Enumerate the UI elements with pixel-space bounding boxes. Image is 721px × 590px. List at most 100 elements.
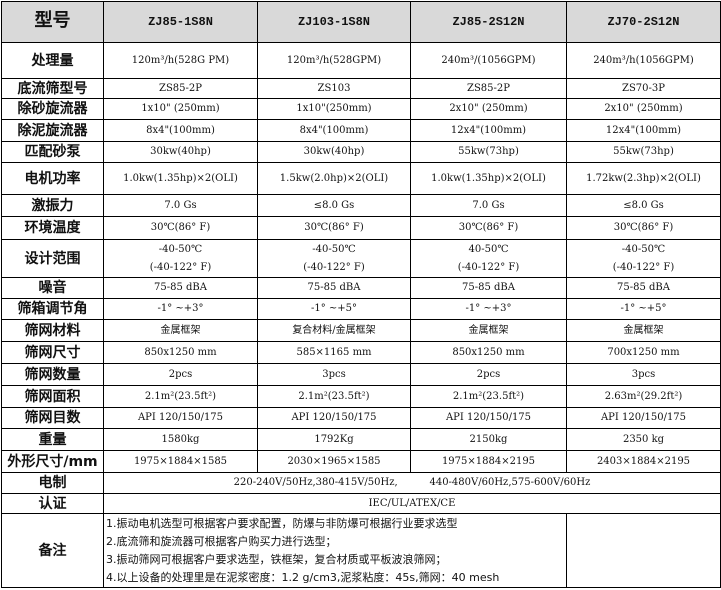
spec-value: ZS70-3P xyxy=(566,78,721,99)
cert-row: 认证 IEC/UL/ATEX/CE xyxy=(1,493,721,514)
spec-row: 除砂旋流器 1x10" (250mm) 1x10"(250mm) 2x10" (250… xyxy=(1,98,721,120)
spec-row: 处理量 120m³/h(528G PM) 120m³/h(528GPM) 240m³/… xyxy=(1,42,721,79)
row-label: 筛网材料 xyxy=(1,319,104,342)
spec-row: 电机功率 1.0kw(1.35hp)×2(OLI) 1.5kw(2.0hp)×2(O… xyxy=(1,162,721,195)
spec-value: -40-50℃ (-40-122° F) xyxy=(257,239,411,278)
spec-value: 2.1m²(23.5ft²) xyxy=(257,385,411,408)
spec-value: 240m³/(1056GPM) xyxy=(410,42,567,79)
note-line: 2.底流筛和旋流器可根据客户购买力进行选型； xyxy=(106,534,337,548)
power-value: 220-240V/50Hz,380-415V/50Hz, 440-480V/60… xyxy=(103,472,721,494)
row-label: 设计范围 xyxy=(1,239,104,278)
spec-value: 2403×1884×2195 xyxy=(566,450,721,473)
row-label: 重量 xyxy=(1,428,104,451)
spec-value: 40-50℃ (-40-122° F) xyxy=(410,239,567,278)
spec-value: 30kw(40hp) xyxy=(103,141,258,163)
row-label: 外形尺寸/mm xyxy=(1,450,104,473)
spec-row: 筛网目数 API 120/150/175 API 120/150/175 API 12… xyxy=(1,407,721,429)
spec-value: API 120/150/175 xyxy=(566,407,721,429)
spec-value: 2.1m²(23.5ft²) xyxy=(410,385,567,408)
row-label: 匹配砂泵 xyxy=(1,141,104,163)
spec-value: 120m³/h(528GPM) xyxy=(257,42,411,79)
spec-row: 筛网面积 2.1m²(23.5ft²) 2.1m²(23.5ft²) 2.1m²(23… xyxy=(1,385,721,408)
spec-value: 2pcs xyxy=(410,363,567,386)
note-line: 4.以上设备的处理里是在泥浆密度：1.2 g/cm3,泥浆粘度：45s,筛网：4… xyxy=(106,570,500,584)
spec-row: 筛箱调节角 -1° ~+3° -1° ~+5° -1° ~+3° -1° ~+5° xyxy=(1,298,721,320)
row-label: 噪音 xyxy=(1,277,104,299)
spec-value: 3pcs xyxy=(566,363,721,386)
spec-value: ZS85-2P xyxy=(103,78,258,99)
spec-row: 噪音 75-85 dBA 75-85 dBA 75-85 dBA 75-85 dBA xyxy=(1,277,721,299)
spec-value: 120m³/h(528G PM) xyxy=(103,42,258,79)
model-name: ZJ103-1S8N xyxy=(257,1,411,43)
spec-value: 2x10" (250mm) xyxy=(410,98,567,120)
spec-value: 1.72kw(2.3hp)×2(OLI) xyxy=(566,162,721,195)
spec-value-line: (-40-122° F) xyxy=(457,261,520,273)
row-label: 电机功率 xyxy=(1,162,104,195)
spec-value: 12x4"(100mm) xyxy=(410,119,567,142)
spec-value: 585×1165 mm xyxy=(257,341,411,364)
row-label: 筛箱调节角 xyxy=(1,298,104,320)
spec-value: 850x1250 mm xyxy=(103,341,258,364)
spec-value: 75-85 dBA xyxy=(257,277,411,299)
spec-row: 除泥旋流器 8x4"(100mm) 8x4"(100mm) 12x4"(100mm) 1… xyxy=(1,119,721,142)
cert-label: 认证 xyxy=(1,493,104,514)
spec-value: 850x1250 mm xyxy=(410,341,567,364)
note-line: 1.振动电机选型可根据客户要求配置，防爆与非防爆可根据行业要求选型 xyxy=(106,516,458,530)
spec-value: API 120/150/175 xyxy=(103,407,258,429)
spec-value-line: (-40-122° F) xyxy=(612,261,675,273)
row-label: 筛网数量 xyxy=(1,363,104,386)
spec-value: 金属框架 xyxy=(103,319,258,342)
spec-value: ≤8.0 Gs xyxy=(257,194,411,217)
spec-value: 75-85 dBA xyxy=(103,277,258,299)
row-label: 除砂旋流器 xyxy=(1,98,104,120)
row-label: 激振力 xyxy=(1,194,104,217)
spec-value-line: -40-50℃ xyxy=(312,243,356,255)
spec-value: 12x4"(100mm) xyxy=(566,119,721,142)
spec-value: 1975×1884×2195 xyxy=(410,450,567,473)
model-name: ZJ85-2S12N xyxy=(410,1,567,43)
row-label: 筛网尺寸 xyxy=(1,341,104,364)
spec-value-line: (-40-122° F) xyxy=(303,261,365,273)
spec-row: 筛网数量 2pcs 3pcs 2pcs 3pcs xyxy=(1,363,721,386)
spec-value: -1° ~+3° xyxy=(410,298,567,320)
spec-row: 筛网尺寸 850x1250 mm 585×1165 mm 850x1250 mm 700… xyxy=(1,341,721,364)
cert-value: IEC/UL/ATEX/CE xyxy=(103,493,721,514)
spec-value: 2030×1965×1585 xyxy=(257,450,411,473)
spec-value: 复合材料/金属框架 xyxy=(257,319,411,342)
row-label: 筛网目数 xyxy=(1,407,104,429)
spec-value: -1° ~+5° xyxy=(257,298,411,320)
row-label: 除泥旋流器 xyxy=(1,119,104,142)
spec-value: 7.0 Gs xyxy=(410,194,567,217)
row-label: 筛网面积 xyxy=(1,385,104,408)
spec-value: 2pcs xyxy=(103,363,258,386)
spec-value: 1.0kw(1.35hp)×2(OLI) xyxy=(103,162,258,195)
header-row: 型号 ZJ85-1S8N ZJ103-1S8N ZJ85-2S12N ZJ70-… xyxy=(1,1,721,43)
spec-value: 30kw(40hp) xyxy=(257,141,411,163)
spec-value: 1x10" (250mm) xyxy=(103,98,258,120)
spec-value: -1° ~+5° xyxy=(566,298,721,320)
spec-value: -1° ~+3° xyxy=(103,298,258,320)
model-name: ZJ85-1S8N xyxy=(103,1,258,43)
row-label: 环境温度 xyxy=(1,216,104,240)
notes-row: 备注 1.振动电机选型可根据客户要求配置，防爆与非防爆可根据行业要求选型 2.底流筛… xyxy=(1,513,721,588)
notes-label: 备注 xyxy=(1,513,104,588)
spec-row: 激振力 7.0 Gs ≤8.0 Gs 7.0 Gs ≤8.0 Gs xyxy=(1,194,721,217)
spec-value: 2x10" (250mm) xyxy=(566,98,721,120)
spec-value: 1975×1884×1585 xyxy=(103,450,258,473)
spec-value: API 120/150/175 xyxy=(410,407,567,429)
row-label: 处理量 xyxy=(1,42,104,79)
spec-value: -40-50℃ (-40-122° F) xyxy=(566,239,721,278)
spec-value: 1792Kg xyxy=(257,428,411,451)
spec-value: 2350 kg xyxy=(566,428,721,451)
spec-value: 55kw(73hp) xyxy=(566,141,721,163)
spec-value: 1x10"(250mm) xyxy=(257,98,411,120)
spec-value: 75-85 dBA xyxy=(566,277,721,299)
spec-value: 1.5kw(2.0hp)×2(OLI) xyxy=(257,162,411,195)
spec-value: 75-85 dBA xyxy=(410,277,567,299)
spec-row: 底流筛型号 ZS85-2P ZS103 ZS85-2P ZS70-3P xyxy=(1,78,721,99)
empty-cell xyxy=(566,513,721,588)
spec-value: 2.63m²(29.2ft²) xyxy=(566,385,721,408)
spec-row: 外形尺寸/mm 1975×1884×1585 2030×1965×1585 1975×… xyxy=(1,450,721,473)
spec-value-line: 40-50℃ xyxy=(468,243,509,255)
